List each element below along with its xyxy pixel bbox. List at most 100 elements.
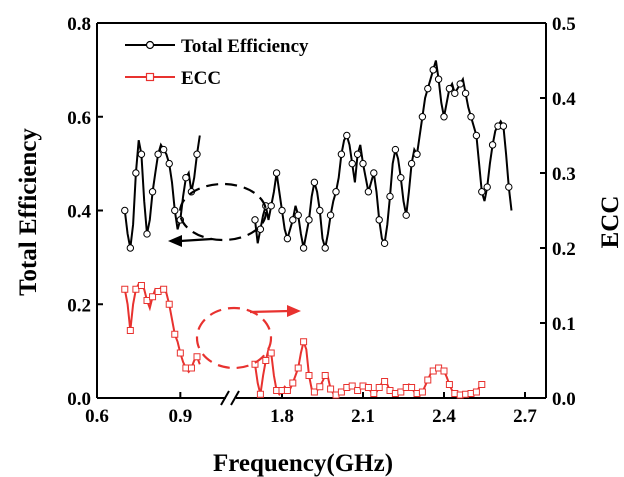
data-point-total-efficiency xyxy=(380,239,389,248)
data-point-ecc xyxy=(424,376,432,384)
x-tick-label: 1.8 xyxy=(270,406,294,427)
data-point-ecc xyxy=(137,282,145,289)
data-point-ecc xyxy=(193,353,201,361)
x-axis-title: Frequency(GHz) xyxy=(213,450,393,477)
ecc-arrow-line xyxy=(249,309,291,314)
data-point-ecc xyxy=(418,388,426,396)
tick-marks: 0.0 0.2 0.4 0.6 0.8 0.0 0.1 0.2 0.3 0.4 0.5 0.6 0.9 1… xyxy=(67,14,576,427)
data-point-ecc xyxy=(300,338,308,346)
data-point-ecc xyxy=(354,387,362,394)
y-tick-label-right: 0.4 xyxy=(552,89,576,110)
data-point-total-efficiency xyxy=(310,178,319,187)
ecc-arrow-head xyxy=(287,305,301,317)
data-point-total-efficiency xyxy=(182,173,190,182)
data-point-total-efficiency xyxy=(332,188,340,196)
y-tick-label-right: 0.0 xyxy=(552,389,576,410)
data-point-total-efficiency xyxy=(461,89,470,98)
data-point-ecc xyxy=(408,384,416,391)
data-point-total-efficiency xyxy=(386,192,394,201)
data-point-total-efficiency xyxy=(159,145,168,154)
x-tick-label: 2.7 xyxy=(513,406,537,427)
legend-label-0: Total Efficiency xyxy=(181,36,309,57)
legend-marker-1 xyxy=(145,72,155,82)
data-point-ecc xyxy=(478,381,486,388)
data-point-ecc xyxy=(165,300,173,308)
y-tick-label-right: 0.1 xyxy=(552,314,576,335)
data-point-total-efficiency xyxy=(370,169,378,177)
data-point-total-efficiency xyxy=(413,150,421,158)
data-point-ecc xyxy=(310,388,318,396)
data-point-ecc xyxy=(256,390,264,398)
data-point-total-efficiency xyxy=(126,244,135,252)
data-point-ecc xyxy=(327,385,335,393)
y-tick-label-right: 0.3 xyxy=(552,164,576,185)
y-tick-label-right: 0.2 xyxy=(552,239,576,260)
data-point-total-efficiency xyxy=(148,188,157,196)
data-point-total-efficiency xyxy=(251,216,259,224)
data-point-total-efficiency xyxy=(121,206,129,215)
data-point-ecc xyxy=(375,384,383,391)
data-point-ecc xyxy=(445,381,453,388)
data-point-total-efficiency xyxy=(434,75,443,83)
data-point-total-efficiency xyxy=(283,234,292,243)
data-point-ecc xyxy=(283,387,291,394)
data-point-ecc xyxy=(381,378,389,385)
data-point-total-efficiency xyxy=(171,206,179,215)
data-point-total-efficiency xyxy=(440,113,448,121)
data-point-total-efficiency xyxy=(272,169,281,177)
data-point-total-efficiency xyxy=(348,159,356,168)
data-point-total-efficiency xyxy=(137,150,146,158)
axes xyxy=(96,22,547,406)
data-point-total-efficiency xyxy=(154,150,162,158)
data-point-ecc xyxy=(472,388,480,396)
data-point-ecc xyxy=(305,372,313,379)
data-point-total-efficiency xyxy=(326,211,335,219)
data-point-total-efficiency xyxy=(375,216,383,224)
data-point-ecc xyxy=(126,327,134,334)
data-point-ecc xyxy=(251,360,259,368)
data-point-total-efficiency xyxy=(337,150,346,158)
data-point-ecc xyxy=(337,388,345,396)
data-point-total-efficiency xyxy=(321,244,329,252)
legend: Total Efficiency ECC xyxy=(125,36,309,89)
data-point-ecc xyxy=(294,364,302,372)
data-point-ecc xyxy=(440,367,448,375)
data-point-total-efficiency xyxy=(397,173,405,182)
data-point-ecc xyxy=(187,364,195,372)
data-point-ecc xyxy=(121,285,129,293)
data-point-total-efficiency xyxy=(451,89,459,98)
data-point-ecc xyxy=(370,390,378,397)
data-point-total-efficiency xyxy=(488,141,497,149)
data-point-total-efficiency xyxy=(289,216,297,224)
y-tick-label-left: 0.0 xyxy=(67,389,91,410)
data-point-ecc xyxy=(316,383,324,391)
data-point-ecc xyxy=(171,330,179,338)
data-point-total-efficiency xyxy=(445,84,454,93)
legend-label-1: ECC xyxy=(181,68,221,89)
series-group xyxy=(121,60,513,399)
axis-labels: Frequency(GHz) Total Efficiency ECC xyxy=(15,128,624,477)
y-tick-label-right: 0.5 xyxy=(552,14,576,35)
data-point-total-efficiency xyxy=(483,183,491,191)
x-tick-label: 2.4 xyxy=(432,406,456,427)
data-point-total-efficiency xyxy=(424,84,432,93)
y-tick-label-left: 0.6 xyxy=(67,108,91,129)
y-tick-label-left: 0.4 xyxy=(67,202,91,223)
ecc-annotation-ellipse xyxy=(195,306,273,370)
data-point-ecc xyxy=(289,379,297,387)
data-point-total-efficiency xyxy=(499,122,508,130)
y-axis-left-title: Total Efficiency xyxy=(15,128,42,296)
data-point-ecc xyxy=(262,357,270,364)
efficiency-annotation-ellipse xyxy=(178,182,268,242)
efficiency-arrow-line xyxy=(179,237,213,243)
data-point-total-efficiency xyxy=(294,211,302,219)
data-point-total-efficiency xyxy=(353,150,362,158)
data-point-total-efficiency xyxy=(467,113,475,121)
series-line-ecc xyxy=(123,282,201,374)
data-point-total-efficiency xyxy=(505,183,513,191)
data-point-total-efficiency xyxy=(391,145,400,154)
data-point-total-efficiency xyxy=(193,150,201,158)
annotations xyxy=(168,182,301,370)
data-point-ecc xyxy=(364,384,372,391)
